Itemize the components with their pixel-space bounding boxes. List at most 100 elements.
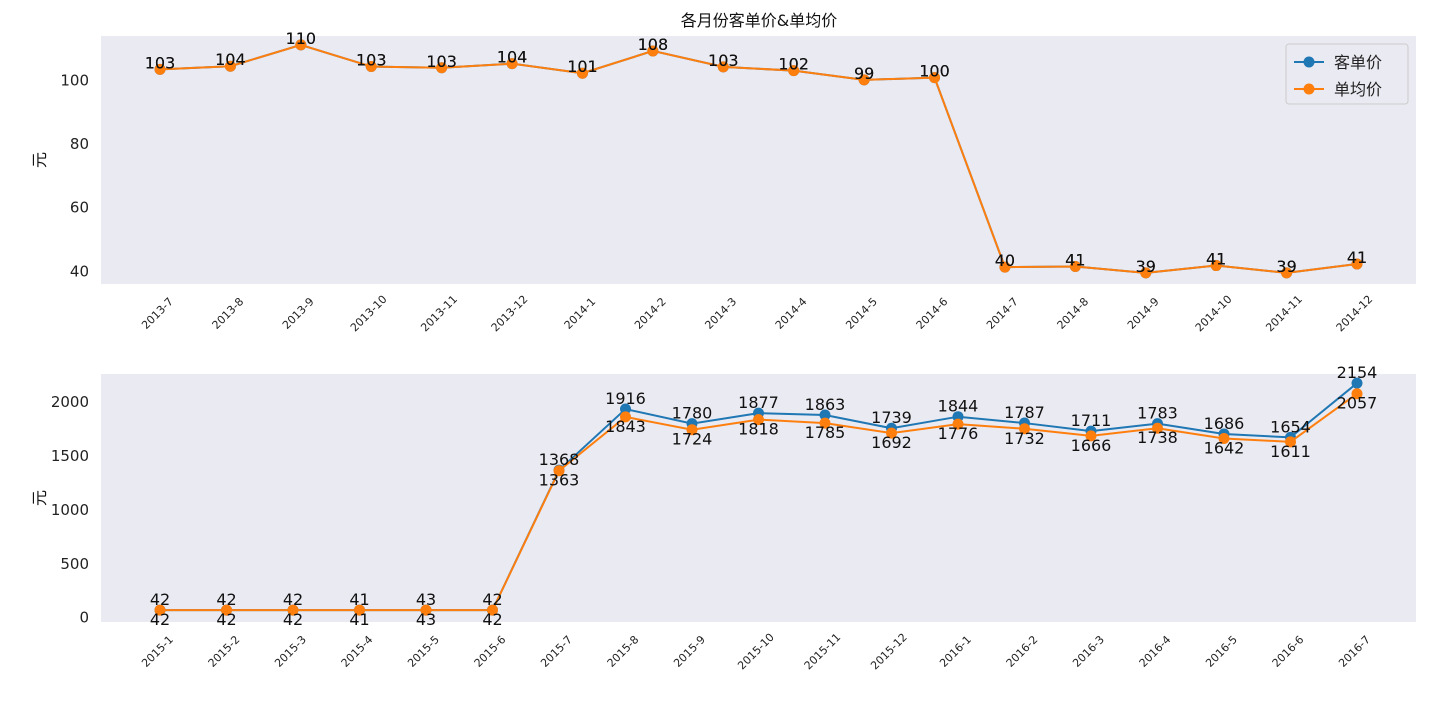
data-label: 101 bbox=[567, 57, 598, 76]
x-tick-label: 2014-12 bbox=[1334, 293, 1376, 335]
data-label: 104 bbox=[497, 48, 528, 67]
legend-marker bbox=[1303, 56, 1315, 68]
data-point bbox=[295, 39, 307, 51]
y-tick-label: 60 bbox=[70, 199, 89, 217]
top-line-chart: 40 60 80 100 元 2013-7 2013-8 2013-9 2013-10 2013-… bbox=[30, 29, 1416, 334]
x-tick-label: 2014-6 bbox=[914, 295, 951, 332]
data-point bbox=[1351, 258, 1363, 270]
data-label: 110 bbox=[286, 29, 317, 48]
data-label: 42 bbox=[482, 610, 502, 629]
data-label: 42 bbox=[150, 610, 170, 629]
data-point bbox=[487, 604, 498, 616]
y-tick-label: 500 bbox=[60, 555, 89, 573]
x-tick-label: 2014-1 bbox=[562, 295, 599, 332]
x-tick-label: 2016-7 bbox=[1336, 633, 1373, 670]
data-label: 1863 bbox=[805, 395, 846, 414]
data-label: 99 bbox=[854, 64, 874, 83]
data-label: 1916 bbox=[605, 389, 646, 408]
data-point bbox=[858, 74, 870, 86]
data-label: 1368 bbox=[539, 450, 580, 469]
x-tick-label: 2015-5 bbox=[405, 633, 442, 670]
x-tick-label: 2013-8 bbox=[210, 295, 247, 332]
data-point bbox=[788, 65, 800, 77]
data-label: 1711 bbox=[1071, 411, 1112, 430]
data-label: 103 bbox=[708, 51, 739, 70]
series-line-2 bbox=[159, 43, 1358, 274]
data-point bbox=[1069, 261, 1081, 273]
data-label: 1738 bbox=[1137, 428, 1178, 447]
data-label: 41 bbox=[1347, 248, 1367, 267]
data-label: 40 bbox=[995, 251, 1015, 270]
data-label: 2154 bbox=[1337, 363, 1378, 382]
data-label: 39 bbox=[1136, 257, 1156, 276]
x-tick-label: 2013-10 bbox=[348, 293, 390, 335]
data-label: 1611 bbox=[1270, 442, 1311, 461]
data-point bbox=[221, 604, 232, 616]
data-label: 103 bbox=[708, 51, 739, 70]
data-label: 41 bbox=[1065, 251, 1085, 270]
data-point bbox=[506, 58, 518, 70]
data-point bbox=[1351, 377, 1363, 389]
x-tick-label: 2015-7 bbox=[538, 633, 575, 670]
x-tick-label: 2014-11 bbox=[1263, 293, 1305, 335]
x-tick-label: 2015-9 bbox=[671, 633, 708, 670]
data-point bbox=[1281, 267, 1293, 279]
data-label: 1732 bbox=[1004, 429, 1045, 448]
y-tick-label: 2000 bbox=[51, 393, 89, 411]
x-tick-label: 2015-6 bbox=[472, 633, 509, 670]
data-label: 102 bbox=[778, 55, 809, 74]
data-point bbox=[576, 67, 588, 79]
data-point bbox=[1218, 432, 1230, 444]
data-label: 103 bbox=[426, 52, 457, 71]
data-label: 1844 bbox=[938, 397, 979, 416]
data-label: 110 bbox=[286, 29, 317, 48]
data-point bbox=[753, 414, 764, 426]
data-point bbox=[154, 63, 166, 75]
plot-area bbox=[101, 36, 1416, 284]
data-point bbox=[354, 604, 365, 616]
data-label: 1785 bbox=[805, 423, 846, 442]
data-label: 39 bbox=[1276, 257, 1296, 276]
data-label: 1877 bbox=[738, 393, 779, 412]
x-tick-label: 2014-3 bbox=[702, 295, 739, 332]
data-label: 41 bbox=[1206, 250, 1226, 269]
x-tick-label: 2016-4 bbox=[1137, 633, 1174, 670]
data-label: 1654 bbox=[1270, 417, 1311, 436]
x-tick-label: 2014-10 bbox=[1193, 293, 1235, 335]
x-tick-label: 2015-12 bbox=[868, 631, 910, 673]
data-label: 104 bbox=[215, 50, 246, 69]
data-point bbox=[819, 417, 831, 429]
x-tick-label: 2015-4 bbox=[339, 633, 376, 670]
data-label: 1780 bbox=[672, 404, 713, 423]
data-label: 1724 bbox=[672, 430, 713, 449]
x-tick-label: 2016-6 bbox=[1270, 633, 1307, 670]
chart-title: 各月份客单价&单均价 bbox=[681, 11, 837, 30]
data-label: 40 bbox=[995, 251, 1015, 270]
data-point bbox=[952, 418, 964, 430]
data-point bbox=[686, 424, 698, 436]
data-point bbox=[886, 427, 897, 439]
data-label: 43 bbox=[416, 610, 436, 629]
x-tick-label: 2014-4 bbox=[773, 295, 810, 332]
data-point bbox=[287, 604, 299, 616]
data-label: 41 bbox=[1347, 248, 1367, 267]
x-tick-label: 2015-10 bbox=[735, 631, 777, 673]
x-tick-label: 2013-11 bbox=[418, 293, 460, 335]
bottom-line-chart: 0 500 1000 1500 2000 元 2015-1 2015-2 2015-3 2015-… bbox=[30, 363, 1416, 672]
data-point bbox=[1085, 430, 1097, 442]
data-point bbox=[1285, 436, 1296, 448]
legend-label: 单均价 bbox=[1334, 80, 1382, 99]
data-label: 41 bbox=[1206, 250, 1226, 269]
data-point bbox=[1210, 260, 1222, 272]
data-point bbox=[420, 604, 432, 616]
data-point bbox=[365, 61, 377, 73]
data-label: 1776 bbox=[938, 424, 979, 443]
data-label: 42 bbox=[216, 590, 236, 609]
legend-marker bbox=[1303, 83, 1315, 95]
data-label: 39 bbox=[1276, 257, 1296, 276]
x-tick-label: 2015-1 bbox=[139, 633, 176, 670]
data-point bbox=[1019, 423, 1030, 435]
x-tick-label: 2013-12 bbox=[489, 293, 531, 335]
x-tick-label: 2016-3 bbox=[1070, 633, 1107, 670]
